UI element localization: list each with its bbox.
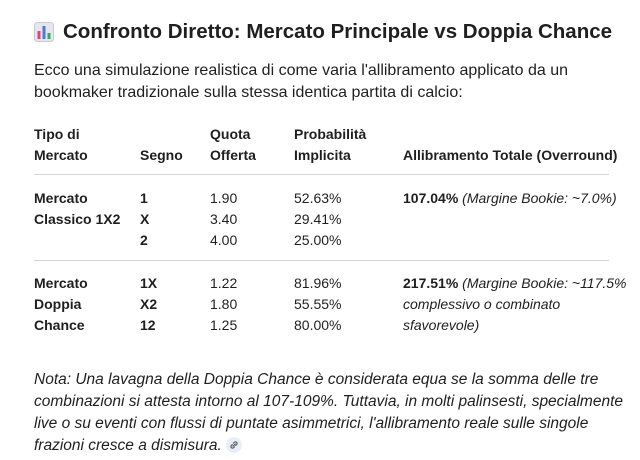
odds-cell: 3.40	[210, 211, 238, 227]
header-separator	[34, 174, 609, 175]
header-sign: Segno	[140, 147, 183, 163]
odds-cell: 4.00	[210, 232, 238, 248]
note-paragraph: Nota: Una lavagna della Doppia Chance è …	[34, 369, 630, 457]
header-market-line1: Tipo di	[34, 126, 80, 142]
header-overround: Allibramento Totale (Overround)	[403, 147, 618, 163]
prob-cell: 52.63%	[294, 190, 342, 206]
table-header-row: Tipo di Mercato Segno Quota Offerta Prob…	[34, 124, 624, 174]
sign-cell: X2	[140, 296, 158, 312]
header-odds-line2: Offerta	[210, 147, 256, 163]
overround-note: (Margine Bookie: ~117.5%	[462, 275, 627, 291]
market-name-line: Mercato	[34, 190, 88, 206]
sign-cell: 12	[140, 317, 156, 333]
overround-note: sfavorevole)	[403, 317, 480, 333]
odds-cell: 1.22	[210, 275, 238, 291]
sign-cell: 2	[140, 232, 148, 248]
prob-cell: 55.55%	[294, 296, 342, 312]
overround-note: complessivo o combinato	[403, 296, 561, 312]
bar-chart-icon	[34, 22, 54, 42]
overround-cell: 217.51% (Margine Bookie: ~117.5%	[403, 273, 627, 294]
header-market-line2: Mercato	[34, 147, 88, 163]
odds-cell: 1.90	[210, 190, 238, 206]
odds-cell: 1.25	[210, 317, 238, 333]
note-text: Nota: Una lavagna della Doppia Chance è …	[34, 371, 624, 454]
header-odds-line1: Quota	[210, 126, 251, 142]
sign-cell: 1X	[140, 275, 158, 291]
prob-cell: 80.00%	[294, 317, 342, 333]
odds-cell: 1.80	[210, 296, 238, 312]
overround-value: 217.51%	[403, 275, 459, 291]
market-name-line: Mercato	[34, 275, 88, 291]
overround-cell: 107.04% (Margine Bookie: ~7.0%)	[403, 188, 617, 209]
market-name-line: Classico 1X2	[34, 211, 121, 227]
sign-cell: X	[140, 211, 150, 227]
market-name-line: Doppia	[34, 296, 82, 312]
sign-cell: 1	[140, 190, 148, 206]
section-heading: Confronto Diretto: Mercato Principale vs…	[34, 20, 612, 44]
overround-value: 107.04%	[403, 190, 459, 206]
group-separator	[34, 260, 609, 261]
header-prob-line2: Implicita	[294, 147, 351, 163]
intro-paragraph: Ecco una simulazione realistica di come …	[34, 62, 568, 101]
prob-cell: 29.41%	[294, 211, 342, 227]
market-name-line: Chance	[34, 317, 85, 333]
prob-cell: 25.00%	[294, 232, 342, 248]
overround-note: (Margine Bookie: ~7.0%)	[462, 190, 617, 206]
prob-cell: 81.96%	[294, 275, 342, 291]
header-prob-line1: Probabilità	[294, 126, 367, 142]
link-icon[interactable]	[225, 436, 242, 453]
heading-title: Confronto Diretto: Mercato Principale vs…	[63, 20, 613, 43]
comparison-table: Tipo di Mercato Segno Quota Offerta Prob…	[34, 124, 627, 333]
